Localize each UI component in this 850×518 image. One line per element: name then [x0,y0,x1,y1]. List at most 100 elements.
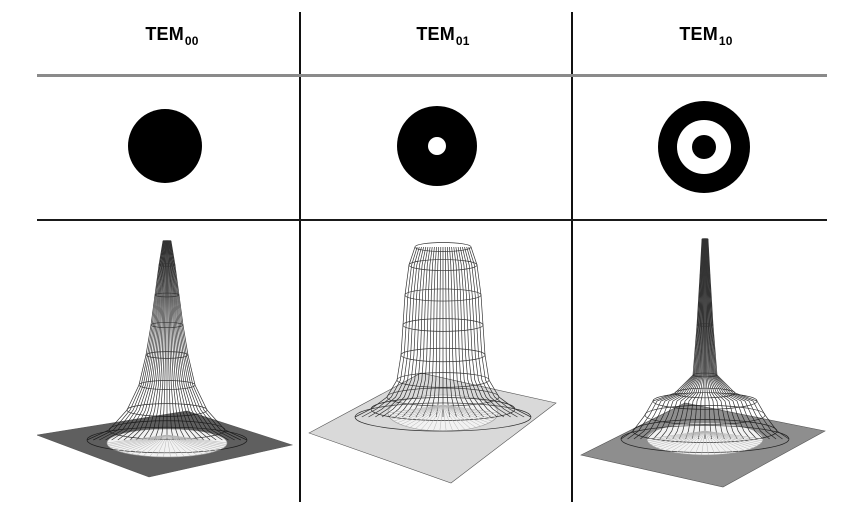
radial-line [388,404,444,416]
mesh-meridian [148,240,167,441]
radial-line [391,404,444,420]
radial-line [704,430,729,454]
base-radial-lines [106,434,228,458]
surface-mesh [86,240,248,454]
radial-line [704,430,740,453]
radial-line [704,430,735,454]
mesh-meridian [468,246,525,418]
mesh-meridian [99,240,164,441]
mesh-meridian [361,246,418,418]
mesh-ring [145,351,189,359]
mesh-meridian [435,246,442,418]
mesh-ring [86,426,248,454]
radial-line [442,404,465,430]
mesh-meridian [395,246,429,418]
mesh-meridian [446,246,457,418]
mesh-ring [692,372,718,378]
mesh-ring [701,238,709,240]
mesh-meridian [707,238,783,440]
mesh-meridian [429,246,440,418]
mesh-meridian [444,246,451,418]
mesh-meridian [167,240,180,441]
mesh-ring [674,387,736,399]
radial-line [108,434,168,447]
mesh-meridian [167,240,186,441]
radial-line [136,434,168,456]
mesh-meridian [459,246,498,418]
mesh-ring [696,323,714,327]
radial-line [681,430,706,454]
header-tem10-subscript: 10 [718,34,733,48]
radial-line [393,404,444,422]
mesh-meridian [117,240,165,441]
surface-mesh [620,238,790,453]
mesh-meridian [640,238,704,440]
radial-line [396,404,444,424]
radial-line [442,404,460,431]
intensity-surface-tem01 [308,242,557,484]
radial-line [410,404,444,428]
radial-line [166,434,221,450]
row-divider [37,219,827,221]
mesh-meridian [451,246,471,418]
plot-tem00 [37,225,299,495]
radial-line [647,430,706,442]
radial-line [704,430,764,440]
radial-line [166,434,191,457]
mesh-ring [632,419,778,443]
radial-line [163,434,168,458]
radial-line [166,434,228,444]
radial-line [665,430,706,451]
header-tem10-label: TEM [679,24,718,44]
mesh-meridian [154,240,167,441]
mesh-meridian [375,246,422,418]
mesh-ring [620,425,790,453]
mesh-ring [354,402,532,432]
column-divider-2 [571,12,573,502]
mesh-ring [400,347,486,363]
mesh-meridian [368,246,420,418]
mesh-meridian [170,240,241,441]
mesh-meridian [169,240,229,441]
radial-line [442,404,498,416]
header-tem01-label: TEM [416,24,455,44]
mesh-meridian [422,246,437,418]
mesh-ring [644,405,766,425]
mesh-ring [414,242,472,252]
mesh-meridian [402,246,431,418]
radial-line [442,404,481,427]
mesh-ring [404,288,482,302]
radial-line [143,434,168,457]
mesh-ring [408,259,478,271]
mesh-meridian [706,238,770,440]
radial-line [660,430,706,450]
radial-line [442,404,447,432]
radial-line [442,404,499,414]
radial-line [116,434,168,451]
mesh-ring [652,392,758,410]
radial-line [650,430,706,445]
radial-line [426,404,444,431]
radial-line [704,430,763,442]
mesh-meridian [168,240,199,441]
pattern-tem01 [392,102,482,192]
mesh-meridian [415,246,435,418]
radial-line [156,434,168,457]
header-divider [37,74,827,77]
radial-line [120,434,168,453]
plot-tem01 [301,225,571,495]
radial-line [166,434,178,457]
radial-line [688,430,706,455]
mesh-ring [699,273,711,277]
pattern-tem00 [120,107,210,197]
radial-line [387,404,444,414]
mesh-meridian [388,246,427,418]
mesh-meridian [449,246,464,418]
bullseye-center [692,135,716,159]
radial-line [704,430,762,443]
radial-line [442,404,471,429]
header-tem00-subscript: 00 [184,34,199,48]
radial-line [421,404,444,430]
radial-line [113,434,168,450]
plot-tem10 [573,225,835,495]
